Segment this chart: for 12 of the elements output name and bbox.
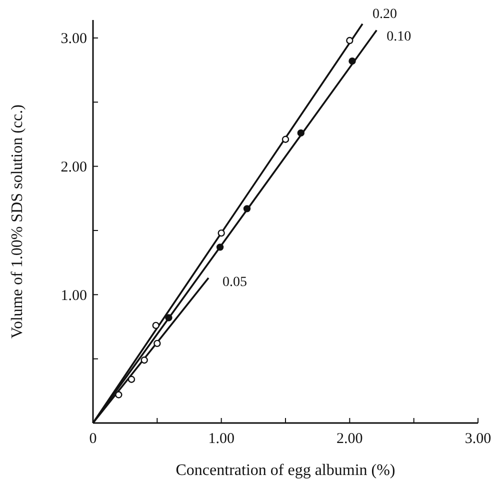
x-axis-title: Concentration of egg albumin (%) xyxy=(176,462,396,479)
y-tick-label: 3.00 xyxy=(60,31,87,48)
y-tick-label: 1.00 xyxy=(60,288,87,304)
x-tick-label: 1.00 xyxy=(208,431,234,447)
x-tick-label: 3.00 xyxy=(464,431,492,447)
y-axis-title: Volume of 1.00% SDS solution (cc.) xyxy=(9,104,26,338)
y-tick-label: 2.00 xyxy=(60,160,87,176)
series-label: 0.20 xyxy=(372,6,397,22)
x-tick-label: 0 xyxy=(89,431,97,447)
series-label: 0.05 xyxy=(222,274,247,290)
series-label: 0.10 xyxy=(386,29,412,44)
x-tick-label: 2.00 xyxy=(336,431,363,447)
